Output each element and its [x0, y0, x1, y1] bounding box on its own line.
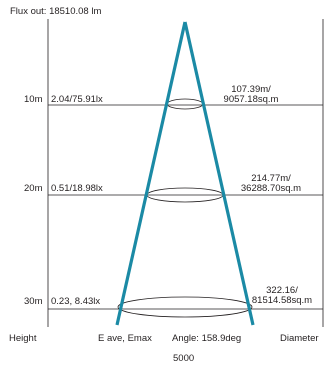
beam-cone-right-edge	[183, 21, 255, 326]
distance-label-30m: 30m	[24, 296, 43, 307]
beam-ellipse-30m	[117, 296, 253, 318]
diameter-label-10m: 107.39m/	[231, 84, 271, 95]
area-label-20m: 36288.70sq.m	[240, 183, 302, 194]
beam-angle-label: Angle: 158.9deg	[172, 333, 242, 344]
height-column-label: Height	[9, 333, 37, 344]
diameter-label-20m: 214.77m/	[251, 173, 291, 184]
flux-out-label: Flux out: 18510.08 lm	[10, 6, 102, 17]
illuminance-label-30m: 0.23, 8.43lx	[51, 296, 101, 307]
area-label-30m: 81514.58sq.m	[251, 295, 313, 306]
eave-emax-column-label: E ave, Emax	[98, 333, 152, 344]
illuminance-label-10m: 2.04/75.91lx	[51, 94, 103, 105]
area-label-10m: 9057.18sq.m	[223, 94, 279, 105]
distance-label-20m: 20m	[24, 183, 43, 194]
beam-cone-left-edge	[115, 21, 187, 326]
beam-ellipse-10m	[166, 98, 204, 110]
diameter-column-label: Diameter	[280, 333, 319, 344]
diameter-label-30m: 322.16/	[266, 285, 298, 296]
distance-label-10m: 10m	[24, 94, 43, 105]
bottom-value-label: 5000	[173, 353, 195, 364]
illuminance-label-20m: 0.51/18.98lx	[51, 183, 103, 194]
